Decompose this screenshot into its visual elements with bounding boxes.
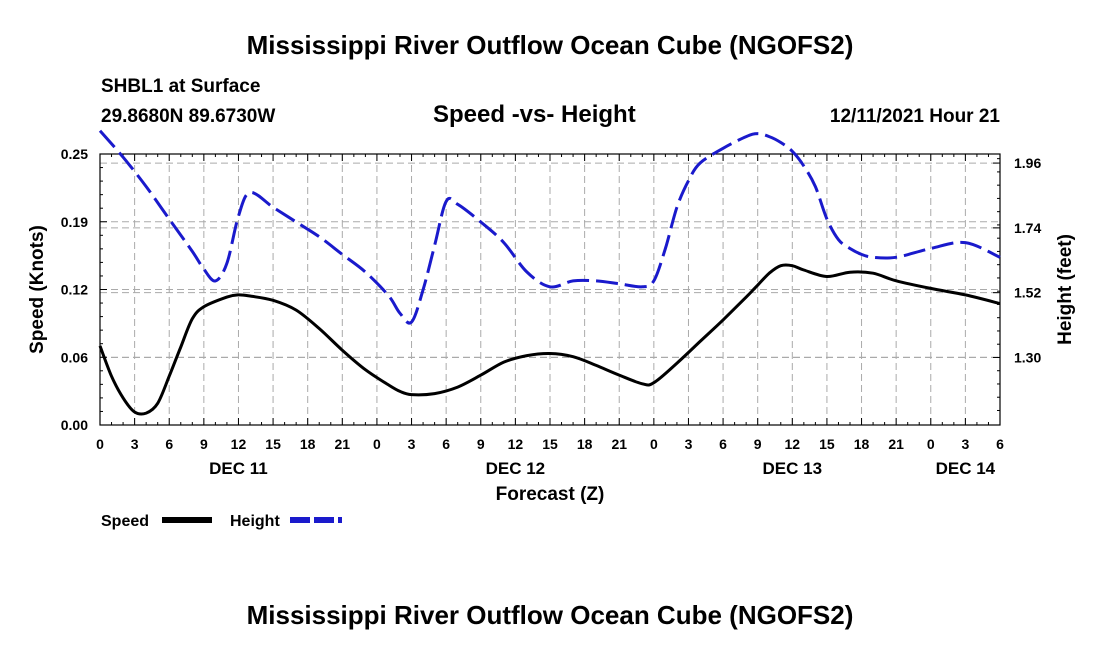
x-tick-label: 0 xyxy=(373,436,381,452)
day-label: DEC 11 xyxy=(209,459,268,478)
y2-tick-label: 1.74 xyxy=(1014,220,1041,236)
y-tick-label: 0.19 xyxy=(61,214,88,230)
x-tick-label: 3 xyxy=(685,436,693,452)
y2-axis-title: Height (feet) xyxy=(1055,234,1076,345)
footer-title: Mississippi River Outflow Ocean Cube (NG… xyxy=(246,600,854,630)
legend: Speed Height xyxy=(101,513,342,530)
y2-tick-label: 1.52 xyxy=(1014,285,1041,301)
day-label: DEC 12 xyxy=(486,459,546,478)
x-tick-label: 18 xyxy=(577,436,593,452)
x-tick-label: 18 xyxy=(300,436,316,452)
x-tick-label: 6 xyxy=(165,436,173,452)
x-tick-label: 6 xyxy=(996,436,1004,452)
station-label: SHBL1 at Surface xyxy=(101,76,261,97)
x-tick-label: 3 xyxy=(408,436,416,452)
x-tick-label: 0 xyxy=(96,436,104,452)
height-series-line xyxy=(98,129,1001,325)
x-tick-label: 9 xyxy=(754,436,762,452)
y-tick-label: 0.00 xyxy=(61,417,88,433)
legend-height-label: Height xyxy=(230,513,280,530)
x-tick-label: 6 xyxy=(719,436,727,452)
x-tick-label: 9 xyxy=(477,436,485,452)
x-tick-label: 3 xyxy=(961,436,969,452)
y2-tick-label: 1.30 xyxy=(1014,349,1041,365)
x-tick-label: 6 xyxy=(442,436,450,452)
y-axis-title: Speed (Knots) xyxy=(27,225,48,354)
x-tick-label: 18 xyxy=(854,436,870,452)
day-label: DEC 14 xyxy=(936,459,996,478)
x-tick-label: 9 xyxy=(200,436,208,452)
x-tick-label: 15 xyxy=(265,436,281,452)
x-tick-label: 0 xyxy=(927,436,935,452)
chart-subtitle: Speed -vs- Height xyxy=(433,101,636,128)
axes xyxy=(99,153,1001,426)
y-tick-label: 0.12 xyxy=(61,282,88,298)
x-tick-label: 12 xyxy=(508,436,524,452)
forecast-datetime: 12/11/2021 Hour 21 xyxy=(829,106,1000,127)
y-tick-label: 0.25 xyxy=(61,146,88,162)
x-tick-label: 0 xyxy=(650,436,658,452)
speed-height-chart: 0 3 6 9 12 15 18 21 0 3 6 9 12 15 18 21 0 3 6 9 12 15 18 21 0 3 6D… xyxy=(27,129,1076,530)
tick-labels: 0 3 6 9 12 15 18 21 0 3 6 9 12 15 18 21 0 3 6 9 12 15 18 21 0 3 6D… xyxy=(27,146,1076,505)
x-tick-label: 3 xyxy=(131,436,139,452)
speed-series-line xyxy=(98,263,1001,416)
x-tick-label: 12 xyxy=(785,436,801,452)
x-axis-title: Forecast (Z) xyxy=(496,484,605,505)
day-label: DEC 13 xyxy=(763,459,823,478)
y2-tick-label: 1.96 xyxy=(1014,155,1041,171)
chart-main-title: Mississippi River Outflow Ocean Cube (NG… xyxy=(246,30,854,60)
series-lines xyxy=(98,129,1001,416)
station-coordinates: 29.8680N 89.6730W xyxy=(101,106,276,127)
x-tick-label: 21 xyxy=(335,436,351,452)
y-tick-label: 0.06 xyxy=(61,349,88,365)
x-tick-label: 15 xyxy=(819,436,835,452)
x-tick-label: 12 xyxy=(231,436,247,452)
x-tick-label: 21 xyxy=(888,436,904,452)
legend-speed-label: Speed xyxy=(101,513,149,530)
plot-frame xyxy=(99,153,1001,426)
x-tick-label: 21 xyxy=(611,436,627,452)
x-tick-label: 15 xyxy=(542,436,558,452)
grid-lines xyxy=(100,154,1000,425)
